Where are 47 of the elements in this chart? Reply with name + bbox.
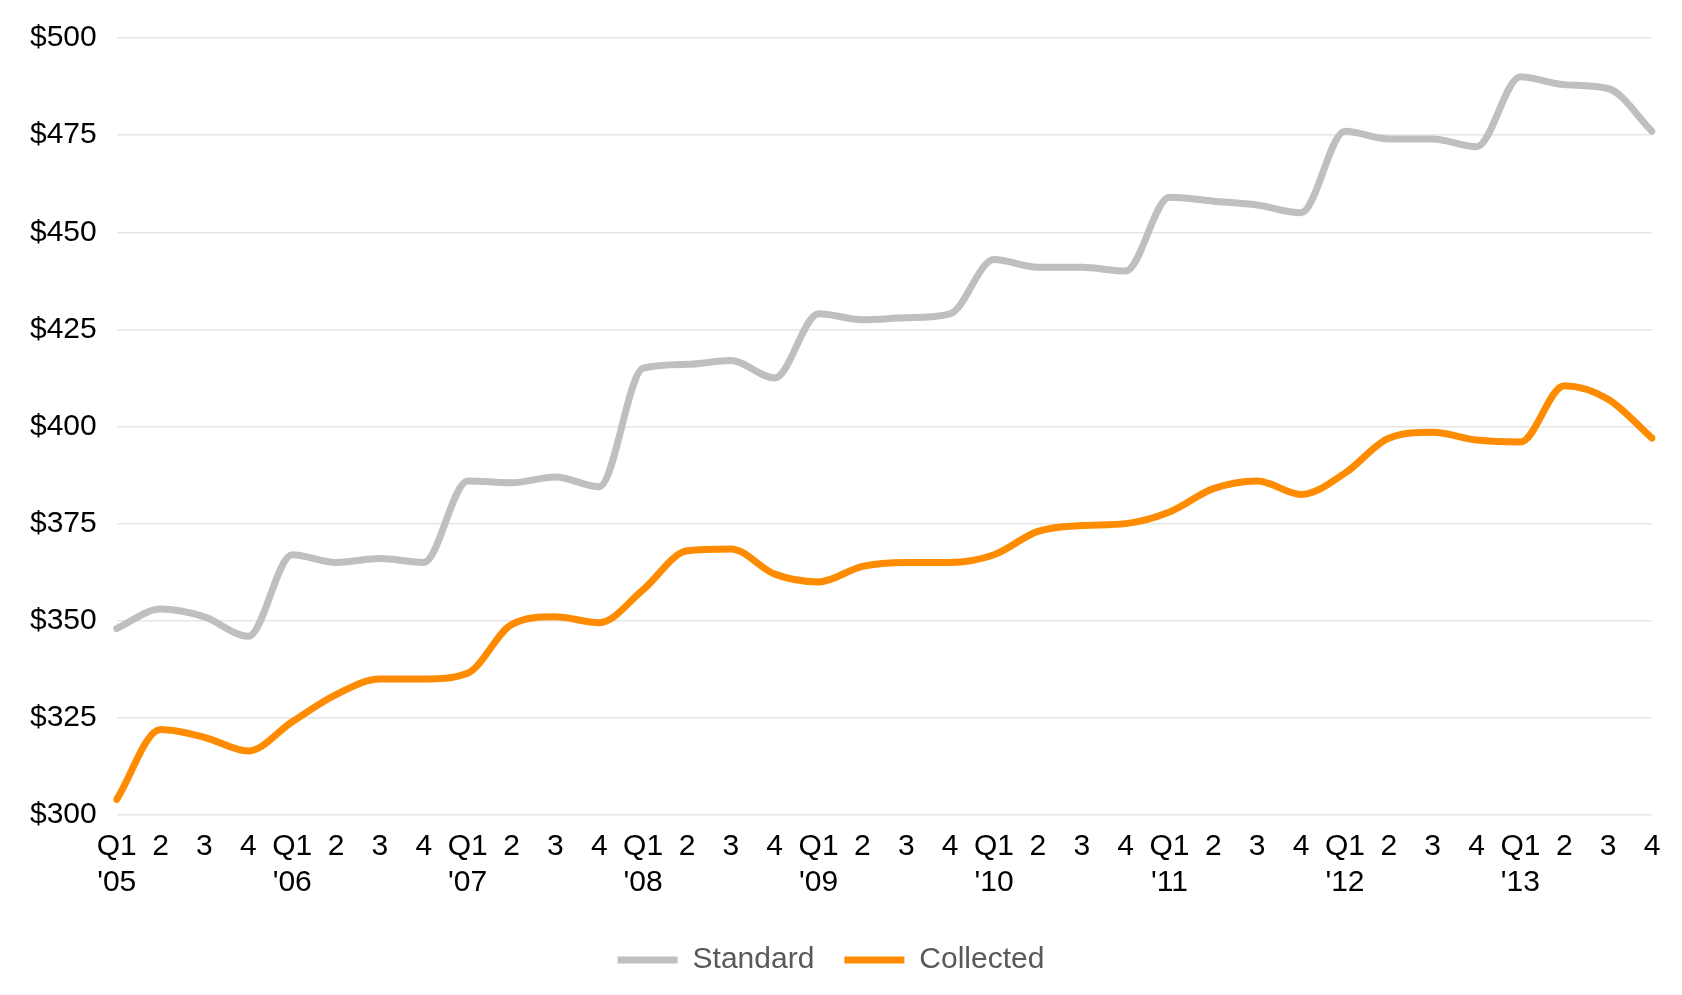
legend-label: Collected xyxy=(919,941,1045,975)
x-tick-label: 3 xyxy=(1248,828,1266,862)
x-tick-label: 4 xyxy=(239,828,257,862)
x-tick-label: Q1 '10 xyxy=(974,828,1015,898)
x-tick-label: 4 xyxy=(590,828,608,862)
x-tick-label: Q1 '13 xyxy=(1500,828,1541,898)
x-tick-label: Q1 '12 xyxy=(1324,828,1365,898)
x-tick-label: 2 xyxy=(327,828,345,862)
x-tick-label: 3 xyxy=(897,828,915,862)
x-tick-label: 2 xyxy=(1205,828,1222,862)
x-tick-label: Q1 '08 xyxy=(623,828,664,898)
x-tick-label: 3 xyxy=(1424,828,1442,862)
x-tick-label: 4 xyxy=(1117,828,1134,862)
x-tick-label: 4 xyxy=(766,828,784,862)
x-tick-label: 2 xyxy=(503,828,520,862)
y-tick-label: $300 xyxy=(29,796,97,830)
x-tick-label: 2 xyxy=(854,828,871,862)
x-tick-label: 4 xyxy=(415,828,433,862)
x-tick-label: 3 xyxy=(1599,828,1617,862)
y-tick-label: $350 xyxy=(29,602,97,636)
x-tick-label: 4 xyxy=(941,828,959,862)
y-tick-label: $425 xyxy=(29,310,97,344)
y-tick-label: $450 xyxy=(29,213,97,247)
x-tick-label: 3 xyxy=(722,828,740,862)
x-tick-label: Q1 '11 xyxy=(1149,828,1190,898)
x-tick-label: Q1 '07 xyxy=(447,828,488,898)
x-tick-label: 3 xyxy=(371,828,389,862)
y-tick-label: $500 xyxy=(29,19,97,53)
legend-label: Standard xyxy=(692,941,815,975)
x-tick-label: 2 xyxy=(1029,828,1047,862)
x-tick-label: 3 xyxy=(547,828,564,862)
x-tick-label: 2 xyxy=(1380,828,1398,862)
x-tick-label: Q1 '06 xyxy=(272,828,313,898)
x-tick-label: Q1 '05 xyxy=(96,828,137,898)
x-tick-label: 2 xyxy=(1555,828,1573,862)
x-tick-label: 3 xyxy=(196,828,213,862)
y-tick-label: $400 xyxy=(29,407,97,441)
x-tick-label: 4 xyxy=(1292,828,1310,862)
y-tick-label: $375 xyxy=(29,504,97,538)
x-tick-label: 4 xyxy=(1643,828,1661,862)
x-tick-label: 2 xyxy=(678,828,696,862)
x-tick-label: 4 xyxy=(1468,828,1485,862)
x-tick-label: Q1 '09 xyxy=(798,828,839,898)
y-tick-label: $475 xyxy=(29,116,97,150)
y-tick-label: $325 xyxy=(29,699,97,733)
x-tick-label: 3 xyxy=(1073,828,1091,862)
x-tick-label: 2 xyxy=(152,828,169,862)
